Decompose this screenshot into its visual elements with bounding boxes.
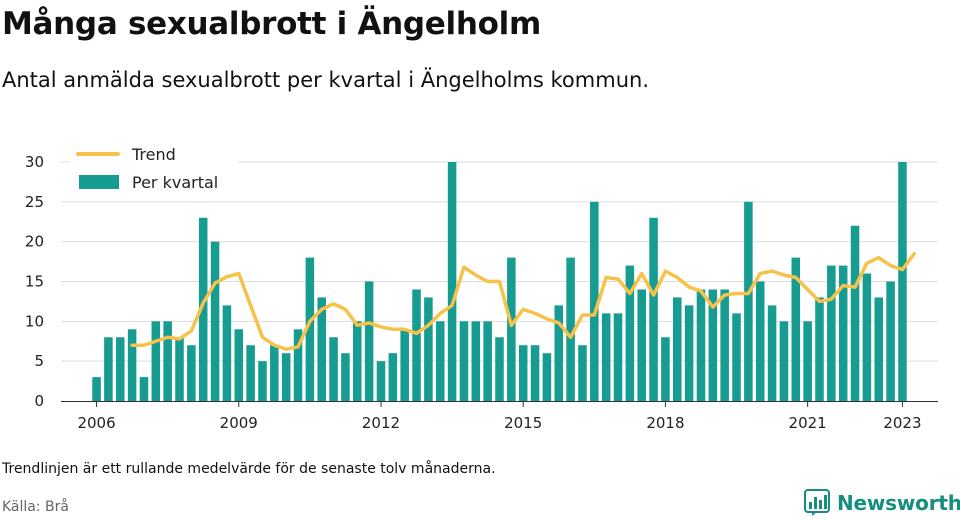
- bar-61: [815, 297, 824, 401]
- x-tick-label-2021: 2021: [789, 414, 827, 432]
- legend-bar-swatch: [79, 175, 119, 189]
- bar-59: [791, 257, 801, 401]
- bar-15: [270, 345, 279, 401]
- legend-label-per-kvartal: Per kvartal: [132, 173, 218, 192]
- bar-9: [198, 217, 208, 401]
- y-tick-label-0: 0: [34, 392, 44, 410]
- bar-series-per-kvartal: [92, 162, 907, 401]
- bar-29: [435, 321, 445, 401]
- chart-subtitle: Antal anmälda sexualbrott per kvartal i …: [2, 68, 649, 92]
- bar-24: [376, 361, 386, 401]
- bar-5: [151, 321, 161, 401]
- bar-37: [530, 345, 540, 401]
- bar-0: [92, 377, 101, 401]
- bar-68: [898, 162, 907, 401]
- bar-64: [850, 225, 860, 401]
- bar-67: [886, 281, 895, 401]
- bar-41: [578, 345, 587, 401]
- brand[interactable]: Newsworthy: [804, 489, 960, 517]
- bar-25: [388, 353, 398, 401]
- bar-51: [696, 289, 706, 401]
- legend: Trend Per kvartal: [70, 143, 238, 197]
- trend-line: [130, 251, 917, 351]
- brand-name: Newsworthy: [837, 491, 960, 515]
- y-tick-label-15: 15: [25, 273, 44, 291]
- bar-19: [317, 297, 326, 401]
- bar-21: [341, 353, 350, 401]
- bar-48: [661, 337, 670, 401]
- chart-footnote: Trendlinjen är ett rullande medelvärde f…: [2, 461, 496, 477]
- y-tick-label-10: 10: [25, 312, 44, 330]
- y-tick-label-30: 30: [25, 153, 44, 171]
- bar-14: [258, 361, 267, 401]
- bar-50: [684, 305, 694, 401]
- bar-20: [329, 337, 338, 401]
- trend-series: [130, 251, 917, 351]
- bar-22: [353, 321, 362, 401]
- bar-63: [838, 265, 848, 401]
- bar-18: [305, 257, 315, 401]
- chart-title: Många sexualbrott i Ängelholm: [2, 6, 541, 42]
- bar-12: [234, 329, 244, 401]
- x-tick-label-2006: 2006: [77, 414, 115, 432]
- bar-28: [424, 297, 433, 401]
- x-tick-label-2009: 2009: [220, 414, 258, 432]
- bar-33: [483, 321, 492, 401]
- bar-45: [625, 265, 635, 401]
- bar-65: [862, 273, 872, 401]
- bar-53: [720, 289, 729, 401]
- y-tick-label-5: 5: [34, 352, 44, 370]
- y-tick-label-20: 20: [25, 233, 44, 251]
- newsworthy-logo-icon: [804, 489, 830, 516]
- bar-52: [708, 289, 718, 401]
- bar-27: [412, 289, 421, 401]
- bar-23: [364, 281, 374, 401]
- bar-10: [210, 241, 220, 401]
- bar-26: [400, 329, 409, 401]
- bar-47: [649, 217, 658, 401]
- bar-1: [104, 337, 113, 401]
- bar-7: [175, 337, 184, 401]
- bar-44: [613, 313, 623, 401]
- source-note: Källa: Brå: [2, 499, 69, 515]
- x-tick-label-2018: 2018: [646, 414, 684, 432]
- x-tick-label-2023: 2023: [883, 414, 921, 432]
- bar-17: [293, 329, 303, 401]
- bar-60: [803, 321, 812, 401]
- bar-6: [163, 321, 172, 401]
- bar-16: [281, 353, 291, 401]
- bar-40: [566, 257, 575, 401]
- bar-49: [673, 297, 682, 401]
- axes: 0 5 10 15 20 25 30 2006 2009 2012 2015 2018 2021 2023: [25, 153, 938, 432]
- bar-30: [447, 162, 457, 401]
- bar-38: [542, 353, 552, 401]
- bar-54: [732, 313, 741, 401]
- bar-2: [115, 337, 125, 401]
- y-tick-label-25: 25: [25, 193, 44, 211]
- bar-58: [779, 321, 789, 401]
- bar-4: [139, 377, 149, 401]
- bar-3: [127, 329, 137, 401]
- bar-55: [744, 201, 753, 401]
- bar-62: [827, 265, 836, 401]
- bar-39: [554, 305, 564, 401]
- bar-56: [755, 281, 765, 401]
- legend-label-trend: Trend: [131, 145, 176, 164]
- chart-canvas: 0 5 10 15 20 25 30 2006 2009 2012 2015 2018 2021 2023…: [25, 143, 938, 432]
- bar-46: [637, 289, 646, 401]
- bar-35: [507, 257, 516, 401]
- bar-11: [222, 305, 232, 401]
- x-tick-label-2012: 2012: [362, 414, 400, 432]
- bar-34: [495, 337, 504, 401]
- bar-42: [590, 201, 599, 401]
- bar-32: [471, 321, 481, 401]
- x-tick-label-2015: 2015: [504, 414, 542, 432]
- bar-66: [874, 297, 884, 401]
- bar-43: [601, 313, 611, 401]
- bar-31: [459, 321, 469, 401]
- bar-57: [767, 305, 777, 401]
- bar-13: [246, 345, 255, 401]
- bar-36: [518, 345, 528, 401]
- bar-8: [187, 345, 196, 401]
